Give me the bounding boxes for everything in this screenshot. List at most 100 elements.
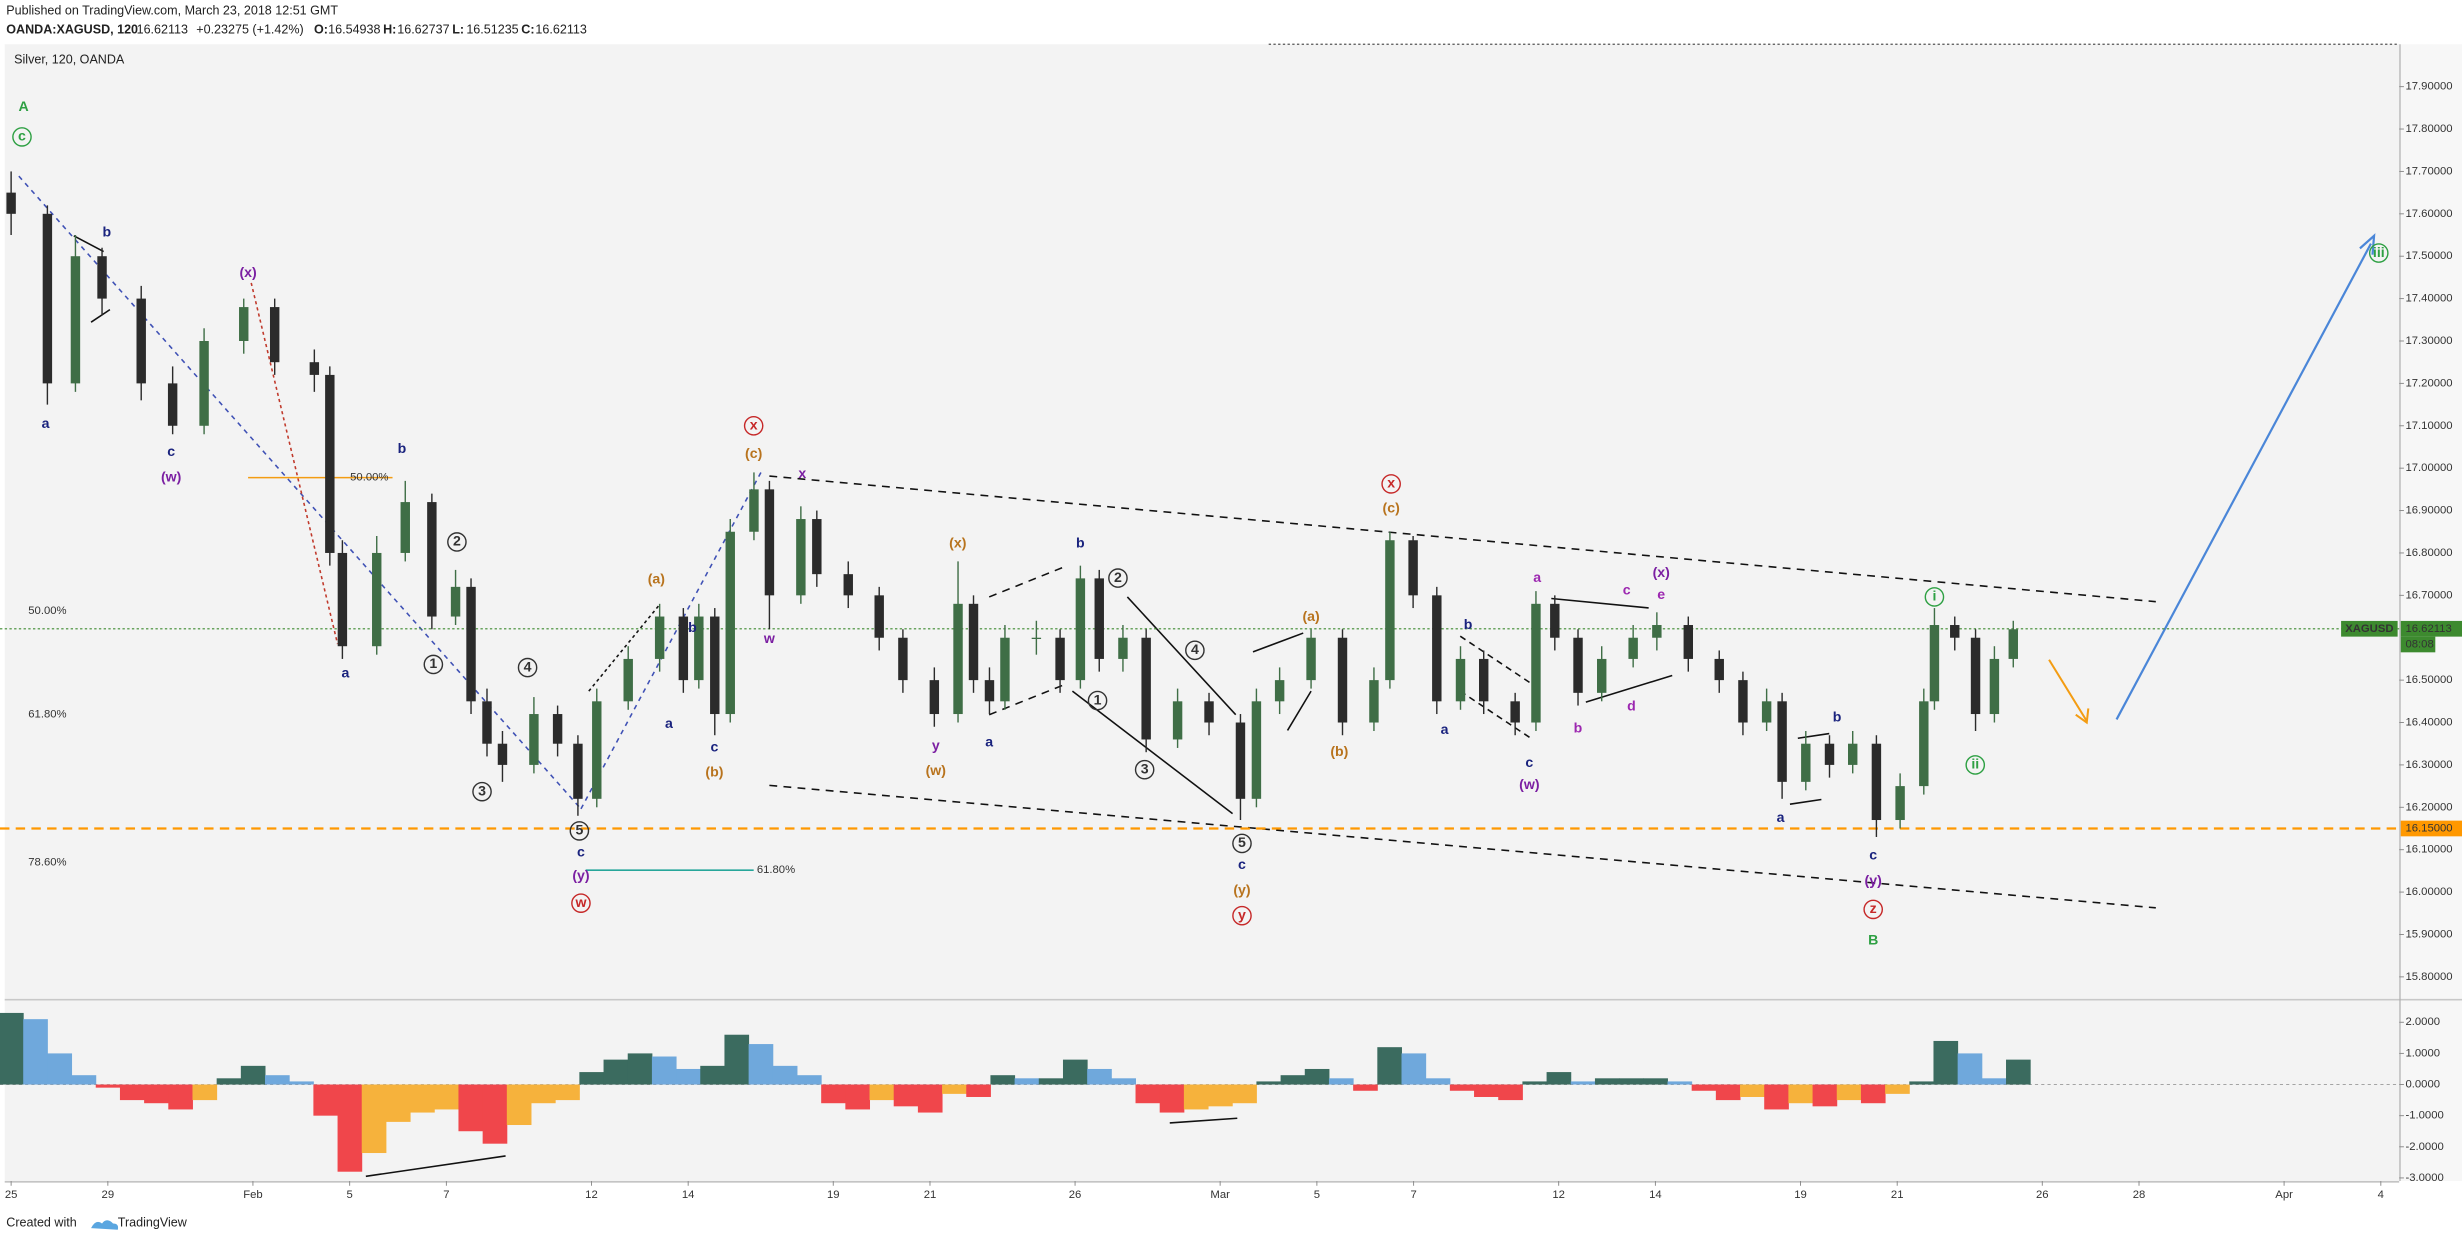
divergence-line <box>1169 1117 1238 1124</box>
y-tick-label: 16.40000 <box>2405 716 2452 728</box>
candle-body <box>70 256 81 384</box>
oscillator-column <box>1691 1084 1717 1091</box>
x-tick-label: 25 <box>5 1189 18 1201</box>
wave-label: b <box>1833 709 1842 725</box>
y-tick-label: 17.00000 <box>2405 462 2452 474</box>
candle-body <box>372 552 382 647</box>
wave-circle <box>1965 755 1986 775</box>
wave-label: A <box>18 98 28 114</box>
fib-label: 50.00% <box>350 472 388 484</box>
candle-body <box>239 307 249 341</box>
candle-body <box>1251 701 1262 799</box>
oscillator-column <box>1111 1078 1136 1085</box>
oscillator-column <box>1981 1078 2007 1085</box>
wave-label: x <box>1387 475 1395 491</box>
oscillator-column <box>95 1084 121 1088</box>
wave-label: (b) <box>1330 743 1348 759</box>
wave-label: c <box>710 738 718 754</box>
candle-body <box>337 552 348 647</box>
oscillator-column <box>796 1075 822 1085</box>
trend-line <box>1459 635 1532 684</box>
oscillator-column <box>990 1075 1016 1085</box>
ohlc-label: H: <box>383 22 396 36</box>
y-tick-label: 16.90000 <box>2405 505 2452 517</box>
oscillator-column <box>1667 1081 1693 1085</box>
wave-label: c <box>167 443 175 459</box>
candle-body <box>136 298 146 384</box>
wave-label: 3 <box>1141 760 1149 776</box>
candle-body <box>1306 637 1316 681</box>
oscillator-column <box>1425 1078 1451 1085</box>
candle-body <box>6 192 16 214</box>
wave-circle <box>12 127 32 147</box>
fib-trend-line <box>250 282 339 645</box>
y-tick-label: 16.80000 <box>2405 547 2452 559</box>
wave-label: (x) <box>949 534 966 550</box>
candle-body <box>953 603 963 715</box>
candle-body <box>42 213 53 384</box>
oscillator-column <box>144 1084 169 1104</box>
wave-label: (y) <box>1865 872 1882 888</box>
candle-body <box>1075 578 1086 681</box>
oscillator-column <box>869 1084 895 1101</box>
candle-body <box>482 701 492 744</box>
candle-body <box>97 256 107 299</box>
wave-label: 4 <box>1191 641 1199 657</box>
wave-label: 2 <box>453 533 461 549</box>
candle-body <box>1950 625 1960 638</box>
oscillator-column <box>942 1084 967 1094</box>
wave-circle <box>1381 474 1401 494</box>
candle-body <box>1597 658 1607 693</box>
candle-body <box>1970 637 1981 715</box>
oscillator-column <box>700 1065 725 1085</box>
y-tick-label: 16.00000 <box>2405 886 2452 898</box>
y-tick-label: 16.20000 <box>2405 801 2452 813</box>
wave-label: b <box>398 440 407 456</box>
wave-circle <box>472 781 492 802</box>
symbol: OANDA:XAGUSD, 120 <box>6 22 138 36</box>
wave-label: c <box>18 128 26 144</box>
y-tick-label: 16.50000 <box>2405 674 2452 686</box>
candle-body <box>325 374 335 553</box>
x-tick-label: 5 <box>1314 1189 1320 1201</box>
ohlc-label: C: <box>521 22 534 36</box>
oscillator-column <box>1304 1068 1330 1085</box>
oscillator-column <box>676 1068 701 1085</box>
brand[interactable]: TradingView <box>118 1216 188 1230</box>
wave-label: c <box>1525 754 1533 770</box>
x-tick-label: Feb <box>243 1189 262 1201</box>
plot-background <box>4 44 2400 1182</box>
wave-label: i <box>1932 588 1936 604</box>
oscillator-column <box>240 1065 266 1085</box>
candle-body <box>1652 625 1662 638</box>
oscillator-column <box>119 1084 145 1101</box>
wave-label: b <box>102 223 111 239</box>
oscillator-column <box>603 1059 629 1085</box>
candle-body <box>427 502 437 617</box>
wave-label: w <box>763 630 776 646</box>
wave-circle <box>1863 899 1884 920</box>
ohlc-value: 16.54938 <box>328 22 380 36</box>
trend-line <box>1789 798 1822 805</box>
x-tick-label: 19 <box>827 1189 840 1201</box>
x-tick-label: 4 <box>2378 1189 2384 1201</box>
wave-label: (a) <box>1302 608 1319 624</box>
oscillator-column <box>1498 1084 1523 1101</box>
oscillator-column <box>1328 1078 1354 1085</box>
candle-body <box>573 743 583 799</box>
wave-label: (c) <box>745 445 762 461</box>
wave-label: c <box>1623 581 1631 597</box>
fib-label: 61.80% <box>757 864 795 876</box>
candle-body <box>1235 722 1246 799</box>
wave-label: (y) <box>1233 881 1250 897</box>
wave-label: b <box>1574 720 1583 736</box>
wave-circle <box>447 532 467 552</box>
wave-circle <box>1924 587 1945 607</box>
ohlc-value: 16.51235 <box>466 22 518 36</box>
oscillator-column <box>434 1084 459 1110</box>
tradingview-logo <box>91 1220 119 1230</box>
candle-body <box>623 658 633 702</box>
oscillator-column <box>1619 1078 1644 1085</box>
drawings <box>18 175 2376 1178</box>
